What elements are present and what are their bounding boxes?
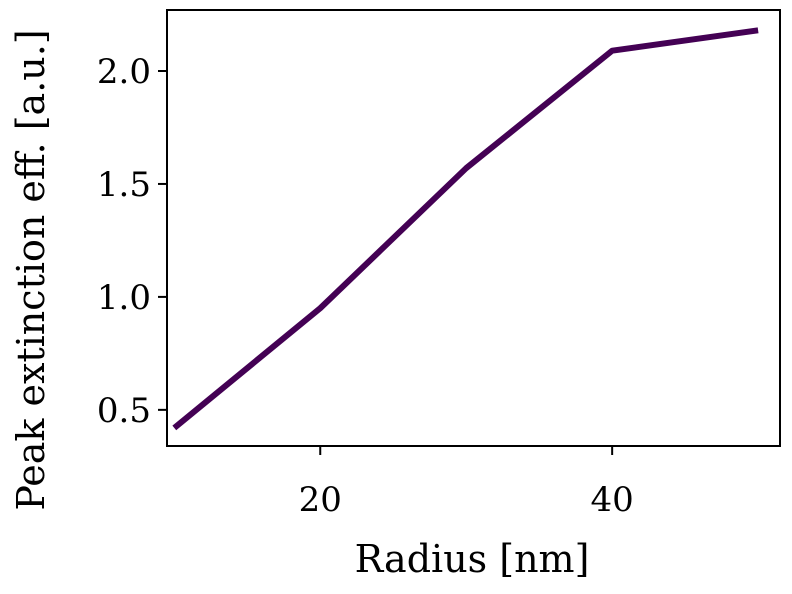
series-layer bbox=[172, 27, 759, 431]
series-line bbox=[172, 27, 759, 431]
y-tick-label: 1.0 bbox=[97, 278, 151, 318]
y-tick-label: 0.5 bbox=[97, 391, 151, 431]
y-axis-ticks: 0.5 1.0 1.5 2.0 bbox=[97, 52, 167, 431]
y-tick-label: 2.0 bbox=[97, 52, 151, 92]
x-tick-label: 20 bbox=[299, 480, 342, 520]
y-tick-label: 1.5 bbox=[97, 165, 151, 205]
x-axis-label: Radius [nm] bbox=[355, 537, 590, 581]
y-axis-label: Peak extinction eff. [a.u.] bbox=[9, 29, 53, 510]
plot-frame bbox=[166, 9, 781, 447]
plot-background bbox=[167, 10, 780, 446]
x-tick-label: 40 bbox=[591, 480, 634, 520]
x-axis-ticks: 20 40 bbox=[299, 446, 634, 520]
